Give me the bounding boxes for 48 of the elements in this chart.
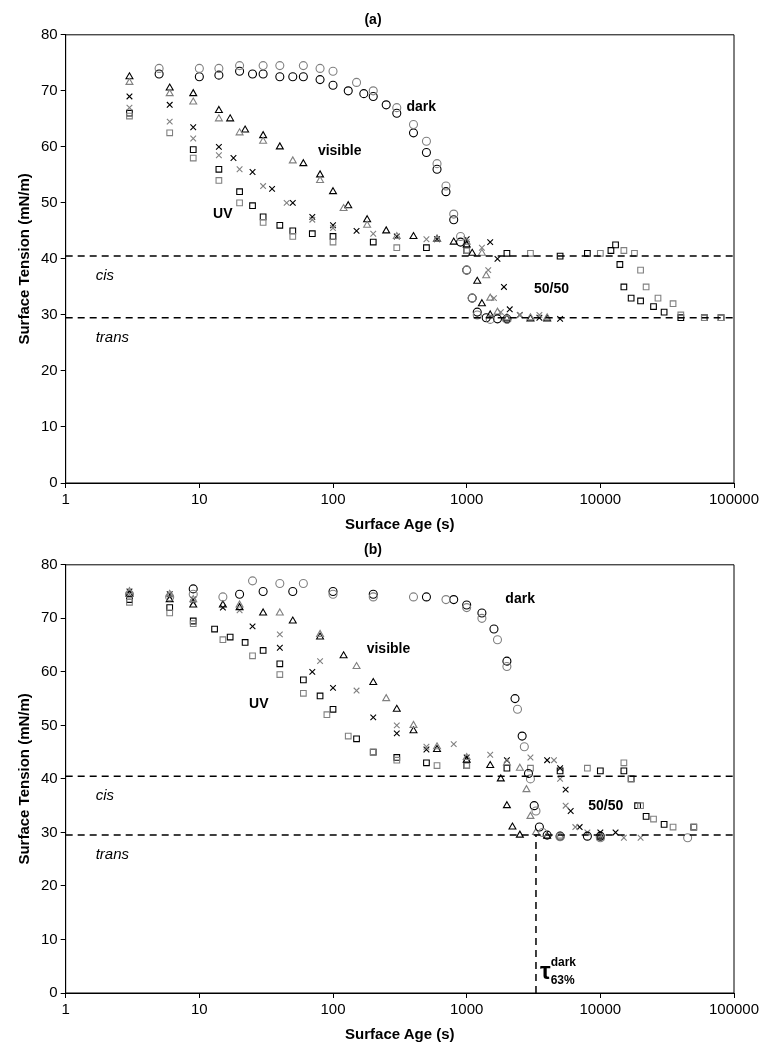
y-tick-label: 10 (41, 417, 58, 435)
chart-title: (b) (364, 541, 382, 558)
annotation: UV (249, 694, 270, 711)
x-tick-label: 100 (320, 1000, 346, 1018)
ref-line-label: cis (95, 786, 115, 804)
x-axis-title: Surface Age (s) (345, 515, 455, 533)
x-tick-label: 100 (320, 490, 346, 508)
x-tick-label: 100000 (708, 490, 760, 508)
y-tick-label: 80 (41, 24, 58, 42)
x-tick-label: 10 (191, 1000, 208, 1018)
y-axis-title: Surface Tension (mN/m) (15, 173, 33, 345)
y-tick-label: 50 (41, 715, 58, 733)
y-tick-label: 20 (41, 361, 58, 379)
ref-line-label: trans (95, 845, 130, 863)
y-tick-label: 10 (41, 929, 58, 947)
annotation: 50/50 (588, 796, 624, 813)
y-axis-title: Surface Tension (mN/m) (15, 693, 33, 865)
y-tick-label: 60 (41, 136, 58, 154)
y-tick-label: 20 (41, 876, 58, 894)
x-tick-label: 10 (191, 490, 208, 508)
annotation: visible (366, 639, 411, 656)
y-tick-label: 30 (41, 822, 58, 840)
x-tick-label: 1 (61, 1000, 70, 1018)
y-tick-label: 40 (41, 249, 58, 267)
x-tick-label: 100000 (708, 1000, 760, 1018)
annotation: 50/50 (534, 280, 570, 297)
x-tick-label: 10000 (579, 490, 622, 508)
y-tick-label: 0 (49, 473, 58, 491)
y-tick-label: 60 (41, 661, 58, 679)
y-tick-label: 70 (41, 608, 58, 626)
y-tick-label: 50 (41, 193, 58, 211)
x-tick-label: 1000 (449, 490, 484, 508)
chart-title: (a) (364, 11, 382, 28)
x-tick-label: 1 (61, 490, 70, 508)
y-tick-label: 80 (41, 554, 58, 572)
annotation: visible (317, 141, 362, 158)
ref-line-label: cis (95, 266, 115, 284)
x-tick-label: 1000 (449, 1000, 484, 1018)
ref-line-label: trans (95, 327, 130, 345)
annotation: dark (406, 98, 437, 115)
annotation: dark (505, 590, 536, 607)
y-tick-label: 70 (41, 80, 58, 98)
x-tick-label: 10000 (579, 1000, 622, 1018)
annotation: UV (213, 204, 234, 221)
y-tick-label: 40 (41, 769, 58, 787)
y-tick-label: 30 (41, 305, 58, 323)
y-tick-label: 0 (49, 983, 58, 1001)
x-axis-title: Surface Age (s) (345, 1025, 455, 1043)
